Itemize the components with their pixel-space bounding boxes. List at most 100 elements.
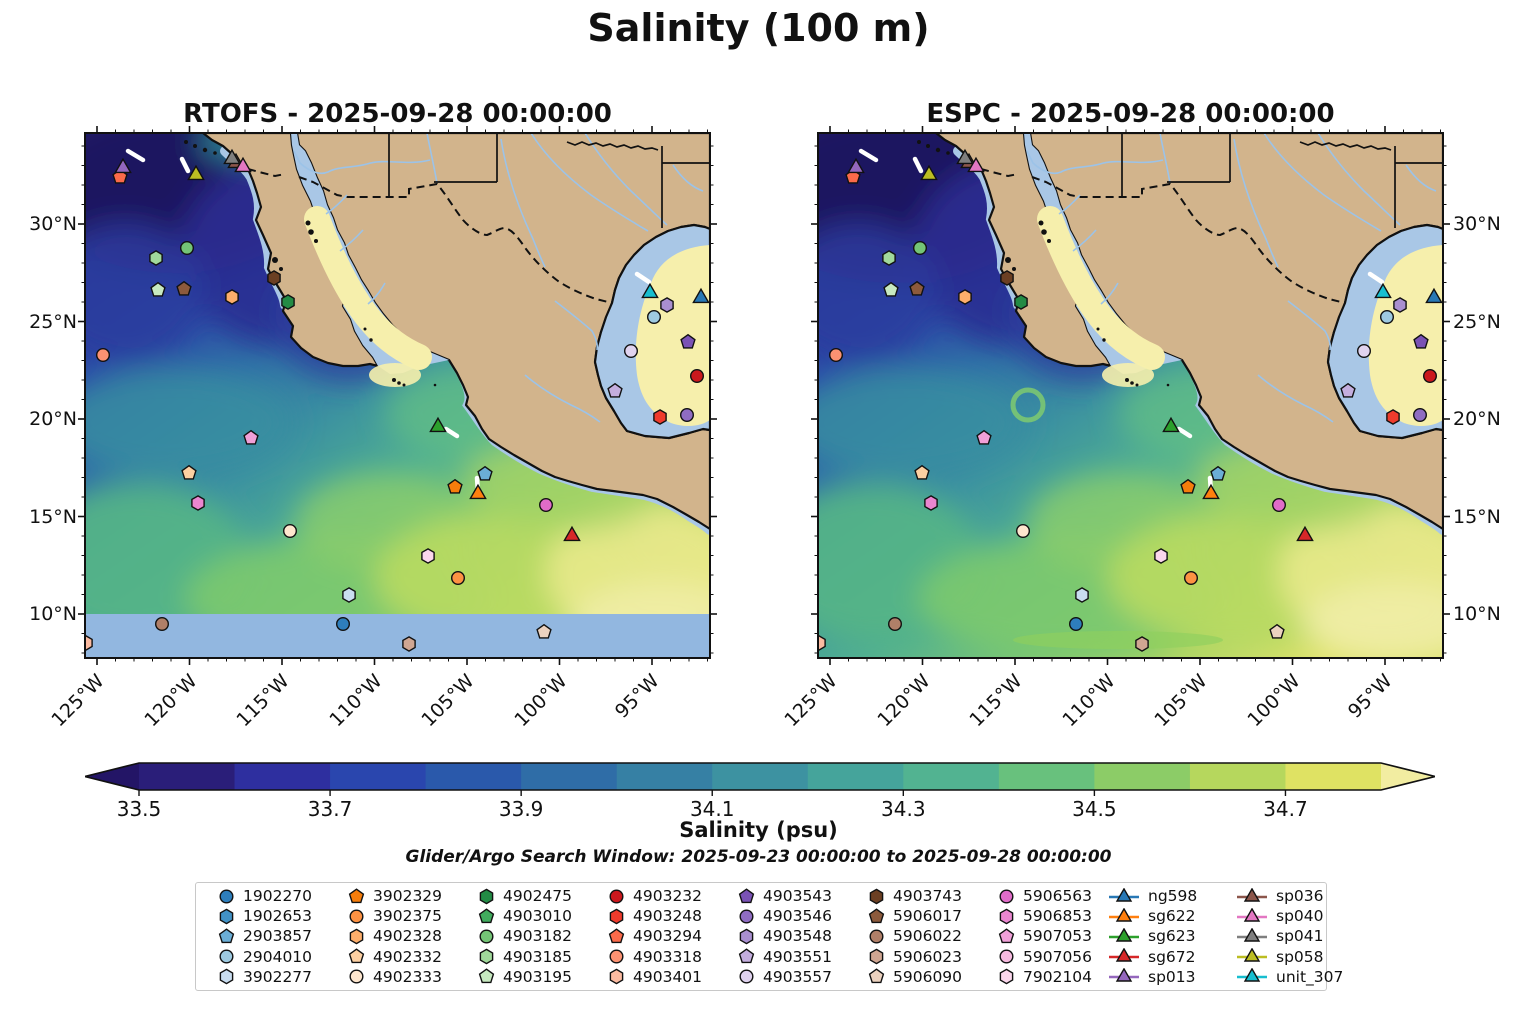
marker-3902329 — [447, 478, 463, 494]
colorbar-tick-33.7: 33.7 — [308, 797, 353, 820]
marker-4903557 — [624, 343, 639, 358]
glider-legend-glyph-ng598 — [1109, 887, 1139, 902]
marker-5907053 — [243, 429, 259, 445]
marker-5906853 — [191, 495, 205, 511]
marker-5906022 — [154, 617, 169, 632]
legend-item-4903557: 4903557 — [738, 967, 832, 987]
legend-label-4903232: 4903232 — [633, 887, 703, 906]
legend-label-4903195: 4903195 — [503, 967, 573, 986]
legend-item-5906563: 5906563 — [998, 886, 1092, 906]
legend-column-5: 4903543 4903546 4903548 4903551 4903557 — [738, 886, 832, 987]
colorbar-tick-33.5: 33.5 — [117, 797, 162, 820]
legend-label-sp058: sp058 — [1276, 947, 1324, 966]
legend-item-4903185: 4903185 — [478, 947, 572, 967]
xtick-110°W: 110°W — [324, 670, 387, 732]
marker-4903195 — [150, 281, 166, 297]
glider-track — [634, 271, 652, 285]
legend-item-5906090: 5906090 — [868, 967, 962, 987]
legend-label-4903182: 4903182 — [503, 927, 573, 946]
legend-column-7: 5906563 5906853 5907053 5907056 7902104 — [998, 886, 1092, 987]
marker-5906853 — [924, 495, 938, 511]
glider-legend-glyph-sp041 — [1237, 927, 1267, 942]
marker-5906090 — [536, 623, 552, 639]
legend-item-3902277: 3902277 — [218, 967, 312, 987]
colorbar-tick-34.7: 34.7 — [1263, 797, 1308, 820]
hexagon-legend-glyph-5906023 — [869, 948, 884, 965]
marker-4903548 — [660, 297, 674, 313]
legend-label-sg672: sg672 — [1148, 947, 1196, 966]
marker-ng598 — [1425, 287, 1443, 304]
hexagon-legend-glyph-4903401 — [609, 968, 624, 985]
marker-unit_307 — [641, 282, 659, 299]
pentagon-legend-glyph-3902329 — [348, 887, 365, 903]
marker-4903318 — [828, 347, 844, 362]
marker-4903185 — [882, 250, 896, 266]
marker-7902104 — [421, 548, 435, 564]
marker-5906023 — [1135, 636, 1149, 652]
marker-sp013 — [114, 157, 132, 174]
marker-5906022 — [887, 617, 902, 632]
panel-title-rtofs: RTOFS - 2025-09-28 00:00:00 — [183, 99, 612, 129]
legend-label-unit_307: unit_307 — [1276, 967, 1344, 986]
legend-label-3902329: 3902329 — [373, 887, 443, 906]
pentagon-legend-glyph-5906090 — [868, 968, 885, 984]
pentagon-legend-glyph-4903543 — [738, 887, 755, 903]
legend-label-4902328: 4902328 — [373, 927, 443, 946]
legend-item-4903248: 4903248 — [608, 906, 702, 926]
marker-4903546 — [1413, 408, 1428, 423]
pentagon-legend-glyph-5907053 — [998, 928, 1015, 944]
legend-label-4903401: 4903401 — [633, 967, 703, 986]
legend-label-7902104: 7902104 — [1023, 967, 1093, 986]
circle-legend-glyph-4903182 — [479, 929, 494, 944]
marker-1902270 — [335, 617, 350, 632]
marker-sg622 — [469, 483, 487, 500]
circle-legend-glyph-5906022 — [869, 929, 884, 944]
glider-track — [1367, 271, 1385, 285]
legend-label-4903743: 4903743 — [893, 887, 963, 906]
ytick-10°N: 10°N — [29, 603, 77, 625]
us-mexico-border — [298, 176, 613, 304]
legend-label-4903294: 4903294 — [633, 927, 703, 946]
marker-7902104 — [1154, 548, 1168, 564]
colorbar-tick-34.1: 34.1 — [690, 797, 735, 820]
marker-4903182 — [179, 240, 194, 255]
hexagon-legend-glyph-4902328 — [349, 928, 364, 945]
marker-sp040 — [967, 156, 985, 173]
pentagon-legend-glyph-5906017 — [868, 908, 885, 923]
marker-4903743 — [1000, 270, 1014, 286]
marker-5906017 — [909, 280, 925, 296]
glider-legend-glyph-sg623 — [1109, 927, 1139, 942]
hexagon-legend-glyph-4903743 — [869, 888, 884, 905]
legend-item-4902328: 4902328 — [348, 926, 442, 946]
marker-5906563 — [539, 498, 554, 513]
hexagon-legend-glyph-5906853 — [999, 908, 1014, 925]
xtick-105°W: 105°W — [1150, 670, 1212, 732]
colorbar-svg: 33.5 33.7 33.9 34.1 34.3 34.5 34.7 — [84, 762, 1436, 821]
ytick-25°N: 25°N — [1453, 310, 1501, 333]
legend-label-5906853: 5906853 — [1023, 907, 1093, 926]
marker-4902328 — [225, 289, 239, 305]
marker-sg672 — [1296, 525, 1314, 542]
xtick-115°W: 115°W — [965, 670, 1027, 732]
legend-item-sp058: sp058 — [1236, 947, 1343, 967]
legend-label-4903010: 4903010 — [503, 907, 573, 926]
marker-4903248 — [653, 409, 667, 425]
xtick-105°W: 105°W — [417, 670, 479, 732]
map-svg-espc — [811, 126, 1450, 665]
marker-sg623 — [1162, 416, 1180, 433]
marker-unit_307 — [1374, 282, 1392, 299]
xtick-115°W: 115°W — [232, 670, 294, 732]
legend-column-6: 4903743 5906017 5906022 5906023 5906090 — [868, 886, 962, 987]
circle-legend-glyph-4903546 — [739, 909, 754, 924]
marker-4903743 — [267, 270, 281, 286]
legend-label-4903548: 4903548 — [763, 927, 833, 946]
xtick-100°W: 100°W — [509, 670, 572, 732]
legend-item-4902333: 4902333 — [348, 967, 442, 987]
glider-legend-glyph-sp036 — [1237, 887, 1267, 902]
marker-sg622 — [1202, 483, 1220, 500]
legend-column-4: 4903232 4903248 4903294 4903318 4903401 — [608, 886, 702, 987]
legend-item-5907056: 5907056 — [998, 947, 1092, 967]
pentagon-legend-glyph-4903010 — [478, 908, 495, 923]
glider-legend-glyph-sg622 — [1109, 907, 1139, 922]
legend-label-5906563: 5906563 — [1023, 887, 1093, 906]
